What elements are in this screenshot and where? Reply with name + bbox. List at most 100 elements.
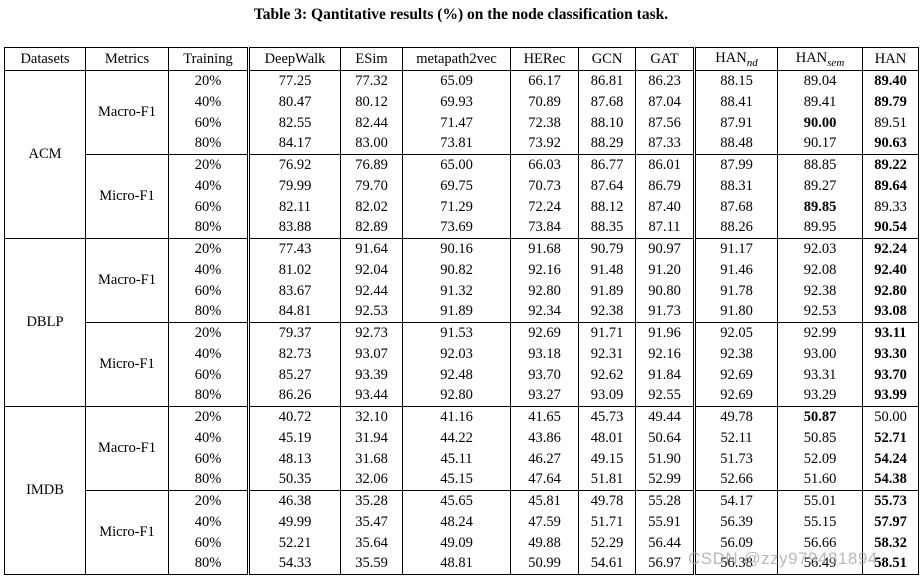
value-cell: 91.32: [402, 280, 511, 302]
value-cell: 69.93: [402, 91, 511, 113]
value-cell: 69.75: [402, 175, 511, 197]
value-cell: 93.27: [510, 385, 579, 407]
value-cell: 80.47: [247, 91, 341, 113]
value-cell: 81.02: [247, 259, 341, 281]
column-header-label: Datasets: [20, 50, 70, 67]
value-cell: 92.99: [777, 322, 863, 344]
training-ratio-cell: 60%: [168, 280, 249, 302]
value-cell: 93.08: [862, 301, 919, 323]
column-header-deepwalk: DeepWalk: [247, 47, 341, 71]
table-row: Micro-F1 20% 76.92 76.89 65.00 66.03 86.77 86.0…: [5, 154, 919, 239]
value-cell: 87.56: [635, 112, 695, 134]
table-row: 60% 83.67 92.44 91.32 92.80 91.89 90.80 91.78 92…: [5, 280, 919, 302]
value-cell: 89.22: [862, 154, 919, 176]
value-cell: 32.06: [340, 469, 403, 491]
value-cell: 51.73: [693, 448, 778, 470]
value-cell: 50.35: [247, 469, 341, 491]
value-cell: 92.04: [340, 259, 403, 281]
training-ratio-cell: 40%: [168, 175, 249, 197]
value-cell: 49.15: [578, 448, 636, 470]
column-header-label: GAT: [650, 50, 679, 67]
value-cell: 52.21: [247, 532, 341, 554]
metric-label: Micro-F1: [85, 322, 169, 407]
table-row: 80% 50.35 32.06 45.15 47.64 51.81 52.99 52.66 51…: [5, 469, 919, 491]
value-cell: 92.69: [693, 385, 778, 407]
value-cell: 90.63: [862, 133, 919, 155]
column-header-label: GCN: [591, 50, 623, 67]
table-row: 40% 80.47 80.12 69.93 70.89 87.68 87.04 88.41 89…: [5, 91, 919, 113]
results-table: Datasets Metrics Training DeepWalk ESim metap…: [4, 47, 919, 575]
value-cell: 31.68: [340, 448, 403, 470]
value-cell: 82.89: [340, 217, 403, 239]
value-cell: 48.81: [402, 553, 511, 575]
training-ratio-cell: 80%: [168, 469, 249, 491]
value-cell: 91.48: [578, 259, 636, 281]
value-cell: 91.89: [578, 280, 636, 302]
training-ratio-cell: 80%: [168, 217, 249, 239]
training-ratio-cell: 40%: [168, 91, 249, 113]
value-cell: 92.80: [510, 280, 579, 302]
column-header-label: Training: [183, 50, 233, 67]
value-cell: 49.99: [247, 511, 341, 533]
value-cell: 47.64: [510, 469, 579, 491]
column-header-label: Metrics: [104, 50, 150, 67]
value-cell: 93.70: [862, 364, 919, 386]
training-ratio-cell: 20%: [168, 70, 249, 92]
table-row: 40% 45.19 31.94 44.22 43.86 48.01 50.64 52.11 50…: [5, 427, 919, 449]
training-ratio-cell: 20%: [168, 322, 249, 344]
column-header-metapath2vec: metapath2vec: [402, 47, 511, 71]
value-cell: 35.59: [340, 553, 403, 575]
training-ratio-cell: 60%: [168, 196, 249, 218]
value-cell: 55.28: [635, 490, 695, 512]
value-cell: 52.71: [862, 427, 919, 449]
value-cell: 41.65: [510, 406, 579, 428]
value-cell: 93.30: [862, 343, 919, 365]
value-cell: 48.13: [247, 448, 341, 470]
value-cell: 93.39: [340, 364, 403, 386]
value-cell: 91.84: [635, 364, 695, 386]
value-cell: 87.11: [635, 217, 695, 239]
value-cell: 49.44: [635, 406, 695, 428]
metric-label: Micro-F1: [85, 490, 169, 575]
value-cell: 86.01: [635, 154, 695, 176]
value-cell: 90.97: [635, 238, 695, 260]
column-header-subscript: sem: [827, 56, 845, 69]
value-cell: 45.19: [247, 427, 341, 449]
value-cell: 92.73: [340, 322, 403, 344]
training-ratio-cell: 60%: [168, 532, 249, 554]
value-cell: 92.53: [777, 301, 863, 323]
value-cell: 91.78: [693, 280, 778, 302]
value-cell: 92.03: [777, 238, 863, 260]
value-cell: 40.72: [247, 406, 341, 428]
table-row: 40% 79.99 79.70 69.75 70.73 87.64 86.79 88.31 89…: [5, 175, 919, 197]
value-cell: 35.28: [340, 490, 403, 512]
value-cell: 45.15: [402, 469, 511, 491]
value-cell: 55.15: [777, 511, 863, 533]
value-cell: 86.23: [635, 70, 695, 92]
training-ratio-cell: 20%: [168, 406, 249, 428]
value-cell: 93.00: [777, 343, 863, 365]
value-cell: 87.99: [693, 154, 778, 176]
value-cell: 50.99: [510, 553, 579, 575]
value-cell: 87.91: [693, 112, 778, 134]
value-cell: 79.99: [247, 175, 341, 197]
value-cell: 91.71: [578, 322, 636, 344]
value-cell: 65.09: [402, 70, 511, 92]
training-ratio-cell: 80%: [168, 301, 249, 323]
header-row: Datasets Metrics Training DeepWalk ESim metap…: [4, 47, 919, 71]
value-cell: 51.90: [635, 448, 695, 470]
value-cell: 32.10: [340, 406, 403, 428]
value-cell: 44.22: [402, 427, 511, 449]
table-row: Micro-F1 20% 46.38 35.28 45.65 45.81 49.78 55.2…: [5, 490, 919, 575]
column-header-metrics: Metrics: [85, 47, 169, 71]
value-cell: 87.33: [635, 133, 695, 155]
value-cell: 88.31: [693, 175, 778, 197]
column-header-label: HERec: [523, 50, 566, 67]
value-cell: 88.41: [693, 91, 778, 113]
value-cell: 92.80: [862, 280, 919, 302]
value-cell: 92.69: [693, 364, 778, 386]
value-cell: 52.29: [578, 532, 636, 554]
value-cell: 93.29: [777, 385, 863, 407]
value-cell: 91.20: [635, 259, 695, 281]
value-cell: 91.96: [635, 322, 695, 344]
